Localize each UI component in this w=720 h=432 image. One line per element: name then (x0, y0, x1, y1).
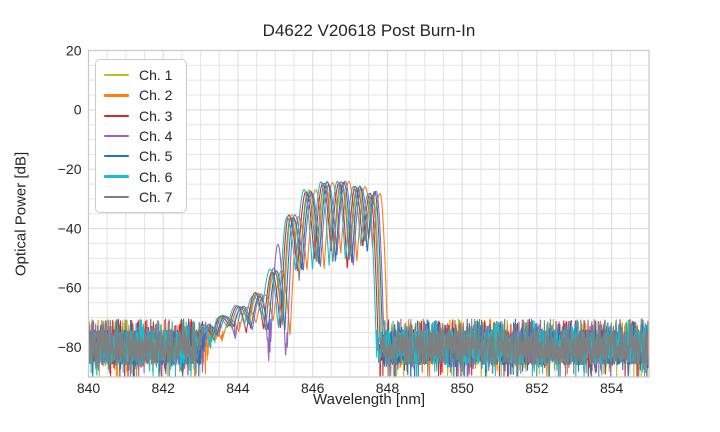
legend-label-ch2: Ch. 2 (139, 87, 173, 104)
legend-line-swatch-ch7 (104, 195, 129, 198)
x-tick-label: 852 (525, 380, 549, 396)
x-tick-label: 842 (152, 380, 176, 396)
x-tick-label: 844 (226, 380, 250, 396)
x-axis-label: Wavelength [nm] (313, 391, 425, 408)
x-tick-label: 848 (376, 380, 400, 396)
legend-item: Ch. 3 (104, 109, 177, 123)
legend-item: Ch. 1 (104, 68, 177, 82)
legend-item: Ch. 2 (104, 88, 177, 102)
legend-item: Ch. 4 (104, 129, 177, 143)
legend-line-swatch-ch4 (104, 134, 129, 138)
x-tick-label: 840 (77, 380, 101, 396)
legend-line-swatch-ch5 (104, 155, 129, 158)
y-tick-label: −20 (58, 161, 82, 177)
legend-label-ch6: Ch. 6 (139, 168, 173, 185)
legend-label-ch4: Ch. 4 (139, 127, 173, 144)
spectrum-traces (88, 180, 649, 377)
legend-item: Ch. 6 (104, 170, 177, 184)
legend-item: Ch. 5 (104, 149, 177, 163)
x-tick-label: 846 (301, 380, 325, 396)
tick-labels: 840 842 844 846 848 850 852 854 20 0 −20 −40 −60 −80 (58, 42, 624, 396)
y-tick-label: −60 (58, 280, 82, 296)
legend: Ch. 1 Ch. 2 Ch. 3 Ch. 4 Ch. 5 Ch. 6 Ch. … (95, 59, 187, 213)
y-tick-label: −80 (58, 339, 82, 355)
legend-label-ch3: Ch. 3 (139, 107, 173, 124)
trace-ch7 (88, 181, 649, 377)
legend-line-swatch-ch2 (104, 94, 129, 97)
legend-line-swatch-ch3 (104, 114, 129, 117)
y-tick-label: 0 (74, 102, 82, 118)
y-tick-label: 20 (66, 42, 82, 58)
legend-item: Ch. 7 (104, 190, 177, 204)
legend-label-ch7: Ch. 7 (139, 188, 173, 205)
y-tick-label: −40 (58, 220, 82, 236)
legend-label-ch5: Ch. 5 (139, 148, 173, 165)
x-tick-label: 854 (600, 380, 624, 396)
legend-line-swatch-ch1 (104, 74, 129, 77)
axes-spines (87, 49, 650, 378)
legend-label-ch1: Ch. 1 (139, 67, 173, 84)
legend-line-swatch-ch6 (104, 175, 129, 178)
y-axis-label: Optical Power [dB] (12, 151, 30, 277)
chart-title: D4622 V20618 Post Burn-In (262, 21, 476, 40)
x-tick-label: 850 (450, 380, 474, 396)
